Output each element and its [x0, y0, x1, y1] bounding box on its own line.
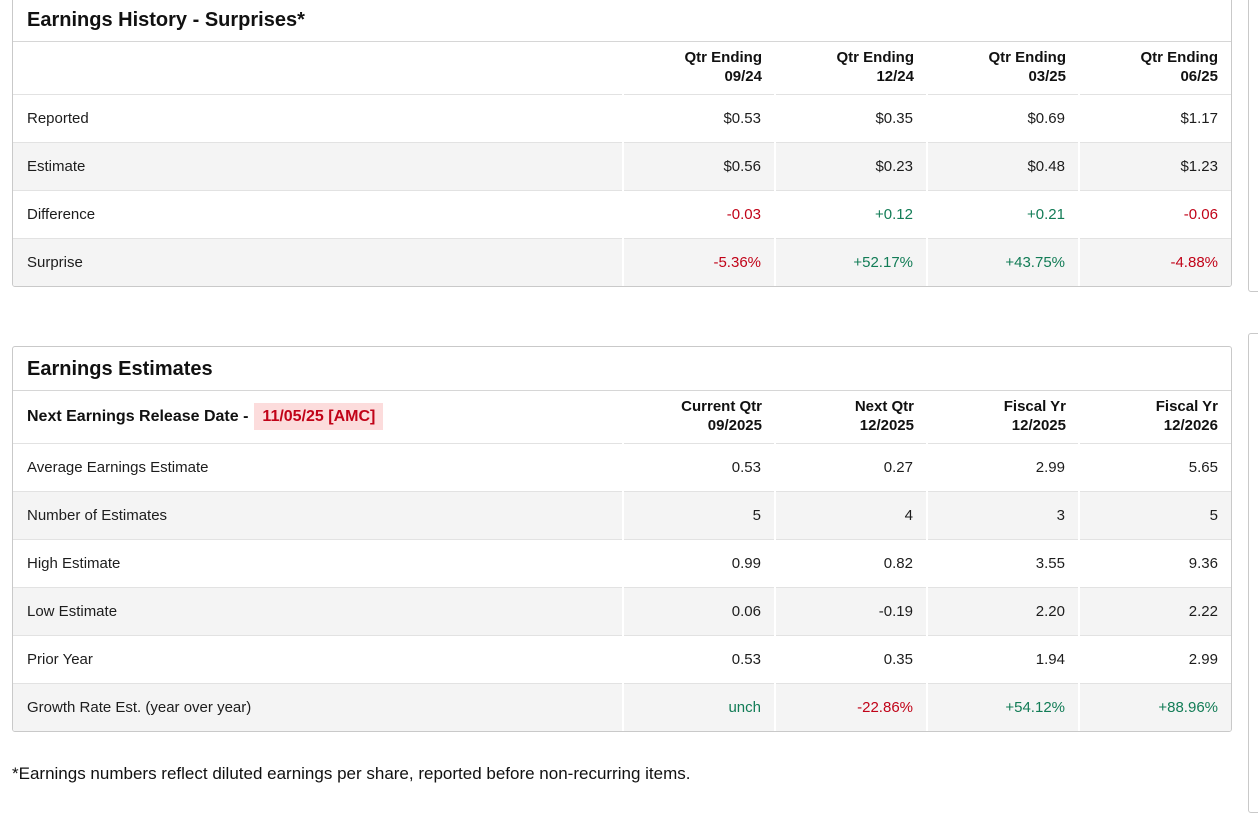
table-row: Low Estimate 0.06 -0.19 2.20 2.22 [13, 587, 1231, 636]
value-cell: 2.20 [926, 587, 1079, 636]
release-date-value: 11/05/25 [AMC] [254, 402, 384, 430]
row-label: Low Estimate [13, 587, 623, 636]
earnings-estimates-card: Earnings Estimates Next Earnings Release… [12, 346, 1232, 732]
column-header-line1: Qtr Ending [684, 49, 763, 66]
value-cell: +52.17% [774, 238, 927, 286]
table-header-row: Next Earnings Release Date - 11/05/25 [AM… [13, 391, 1231, 444]
column-header-line1: Qtr Ending [1140, 49, 1219, 66]
value-cell: 2.99 [926, 443, 1079, 492]
value-cell: 5 [1078, 491, 1231, 540]
column-header: Fiscal Yr 12/2025 [927, 391, 1079, 444]
value-cell: 0.82 [774, 539, 927, 588]
column-header-line2: 12/2025 [859, 417, 914, 434]
column-header-line2: 09/24 [724, 68, 762, 85]
value-cell: +88.96% [1078, 683, 1231, 731]
column-header: Qtr Ending 12/24 [775, 42, 927, 95]
column-header-line2: 12/2025 [1011, 417, 1066, 434]
value-cell: 2.22 [1078, 587, 1231, 636]
value-cell: 0.99 [622, 539, 775, 588]
clipped-right-panel-top [1248, 0, 1258, 292]
value-cell: +43.75% [926, 238, 1079, 286]
release-date-label: Next Earnings Release Date - [27, 407, 249, 425]
earnings-history-title: Earnings History - Surprises* [13, 0, 1231, 42]
row-label: Estimate [13, 142, 623, 191]
earnings-history-card: Earnings History - Surprises* Qtr Ending… [12, 0, 1232, 287]
value-cell: 0.27 [774, 443, 927, 492]
column-header-line1: Fiscal Yr [1003, 398, 1066, 415]
table-row: Estimate $0.56 $0.23 $0.48 $1.23 [13, 142, 1231, 191]
column-header-line1: Next Qtr [854, 398, 914, 415]
row-label: Number of Estimates [13, 491, 623, 540]
table-row: Average Earnings Estimate 0.53 0.27 2.99… [13, 443, 1231, 492]
release-date-cell: Next Earnings Release Date - 11/05/25 [AM… [13, 391, 623, 444]
row-label: High Estimate [13, 539, 623, 588]
column-header-line2: 06/25 [1180, 68, 1218, 85]
empty-header-cell [13, 42, 623, 95]
earnings-history-table: Qtr Ending 09/24 Qtr Ending 12/24 Qtr En… [13, 42, 1231, 286]
column-header: Qtr Ending 09/24 [623, 42, 775, 95]
value-cell: $0.56 [622, 142, 775, 191]
value-cell: $0.53 [622, 94, 775, 143]
value-cell: $1.23 [1078, 142, 1231, 191]
column-header-line1: Qtr Ending [836, 49, 915, 66]
value-cell: $0.69 [926, 94, 1079, 143]
table-row: Reported $0.53 $0.35 $0.69 $1.17 [13, 94, 1231, 143]
row-label: Surprise [13, 238, 623, 286]
value-cell: 4 [774, 491, 927, 540]
value-cell: +54.12% [926, 683, 1079, 731]
value-cell: $0.23 [774, 142, 927, 191]
value-cell: -0.03 [622, 190, 775, 239]
value-cell: 0.53 [622, 635, 775, 684]
earnings-estimates-table: Next Earnings Release Date - 11/05/25 [AM… [13, 391, 1231, 731]
column-header-line1: Qtr Ending [988, 49, 1067, 66]
value-cell: +0.21 [926, 190, 1079, 239]
value-cell: unch [622, 683, 775, 731]
value-cell: 5 [622, 491, 775, 540]
column-header: Qtr Ending 06/25 [1079, 42, 1231, 95]
value-cell: -4.88% [1078, 238, 1231, 286]
row-label: Average Earnings Estimate [13, 443, 623, 492]
table-header-row: Qtr Ending 09/24 Qtr Ending 12/24 Qtr En… [13, 42, 1231, 95]
column-header: Next Qtr 12/2025 [775, 391, 927, 444]
value-cell: 9.36 [1078, 539, 1231, 588]
value-cell: 0.35 [774, 635, 927, 684]
value-cell: -22.86% [774, 683, 927, 731]
value-cell: $1.17 [1078, 94, 1231, 143]
value-cell: -5.36% [622, 238, 775, 286]
column-header-line2: 03/25 [1028, 68, 1066, 85]
column-header: Qtr Ending 03/25 [927, 42, 1079, 95]
value-cell: +0.12 [774, 190, 927, 239]
value-cell: 3.55 [926, 539, 1079, 588]
earnings-estimates-title: Earnings Estimates [13, 347, 1231, 391]
value-cell: $0.48 [926, 142, 1079, 191]
row-label: Prior Year [13, 635, 623, 684]
value-cell: -0.19 [774, 587, 927, 636]
table-row: Difference -0.03 +0.12 +0.21 -0.06 [13, 190, 1231, 239]
column-header: Current Qtr 09/2025 [623, 391, 775, 444]
table-row: Number of Estimates 5 4 3 5 [13, 491, 1231, 540]
value-cell: 2.99 [1078, 635, 1231, 684]
value-cell: 3 [926, 491, 1079, 540]
row-label: Difference [13, 190, 623, 239]
column-header-line2: 12/24 [876, 68, 914, 85]
column-header-line2: 12/2026 [1163, 417, 1218, 434]
value-cell: -0.06 [1078, 190, 1231, 239]
table-row: High Estimate 0.99 0.82 3.55 9.36 [13, 539, 1231, 588]
row-label: Growth Rate Est. (year over year) [13, 683, 623, 731]
value-cell: 0.53 [622, 443, 775, 492]
value-cell: 1.94 [926, 635, 1079, 684]
earnings-footnote: *Earnings numbers reflect diluted earnin… [12, 764, 691, 783]
column-header-line1: Current Qtr [681, 398, 762, 415]
column-header: Fiscal Yr 12/2026 [1079, 391, 1231, 444]
clipped-right-panel-bottom [1248, 333, 1258, 813]
value-cell: $0.35 [774, 94, 927, 143]
column-header-line2: 09/2025 [707, 417, 762, 434]
value-cell: 5.65 [1078, 443, 1231, 492]
value-cell: 0.06 [622, 587, 775, 636]
column-header-line1: Fiscal Yr [1155, 398, 1218, 415]
table-row: Growth Rate Est. (year over year) unch -… [13, 683, 1231, 731]
table-row: Prior Year 0.53 0.35 1.94 2.99 [13, 635, 1231, 684]
row-label: Reported [13, 94, 623, 143]
table-row: Surprise -5.36% +52.17% +43.75% -4.88% [13, 238, 1231, 286]
